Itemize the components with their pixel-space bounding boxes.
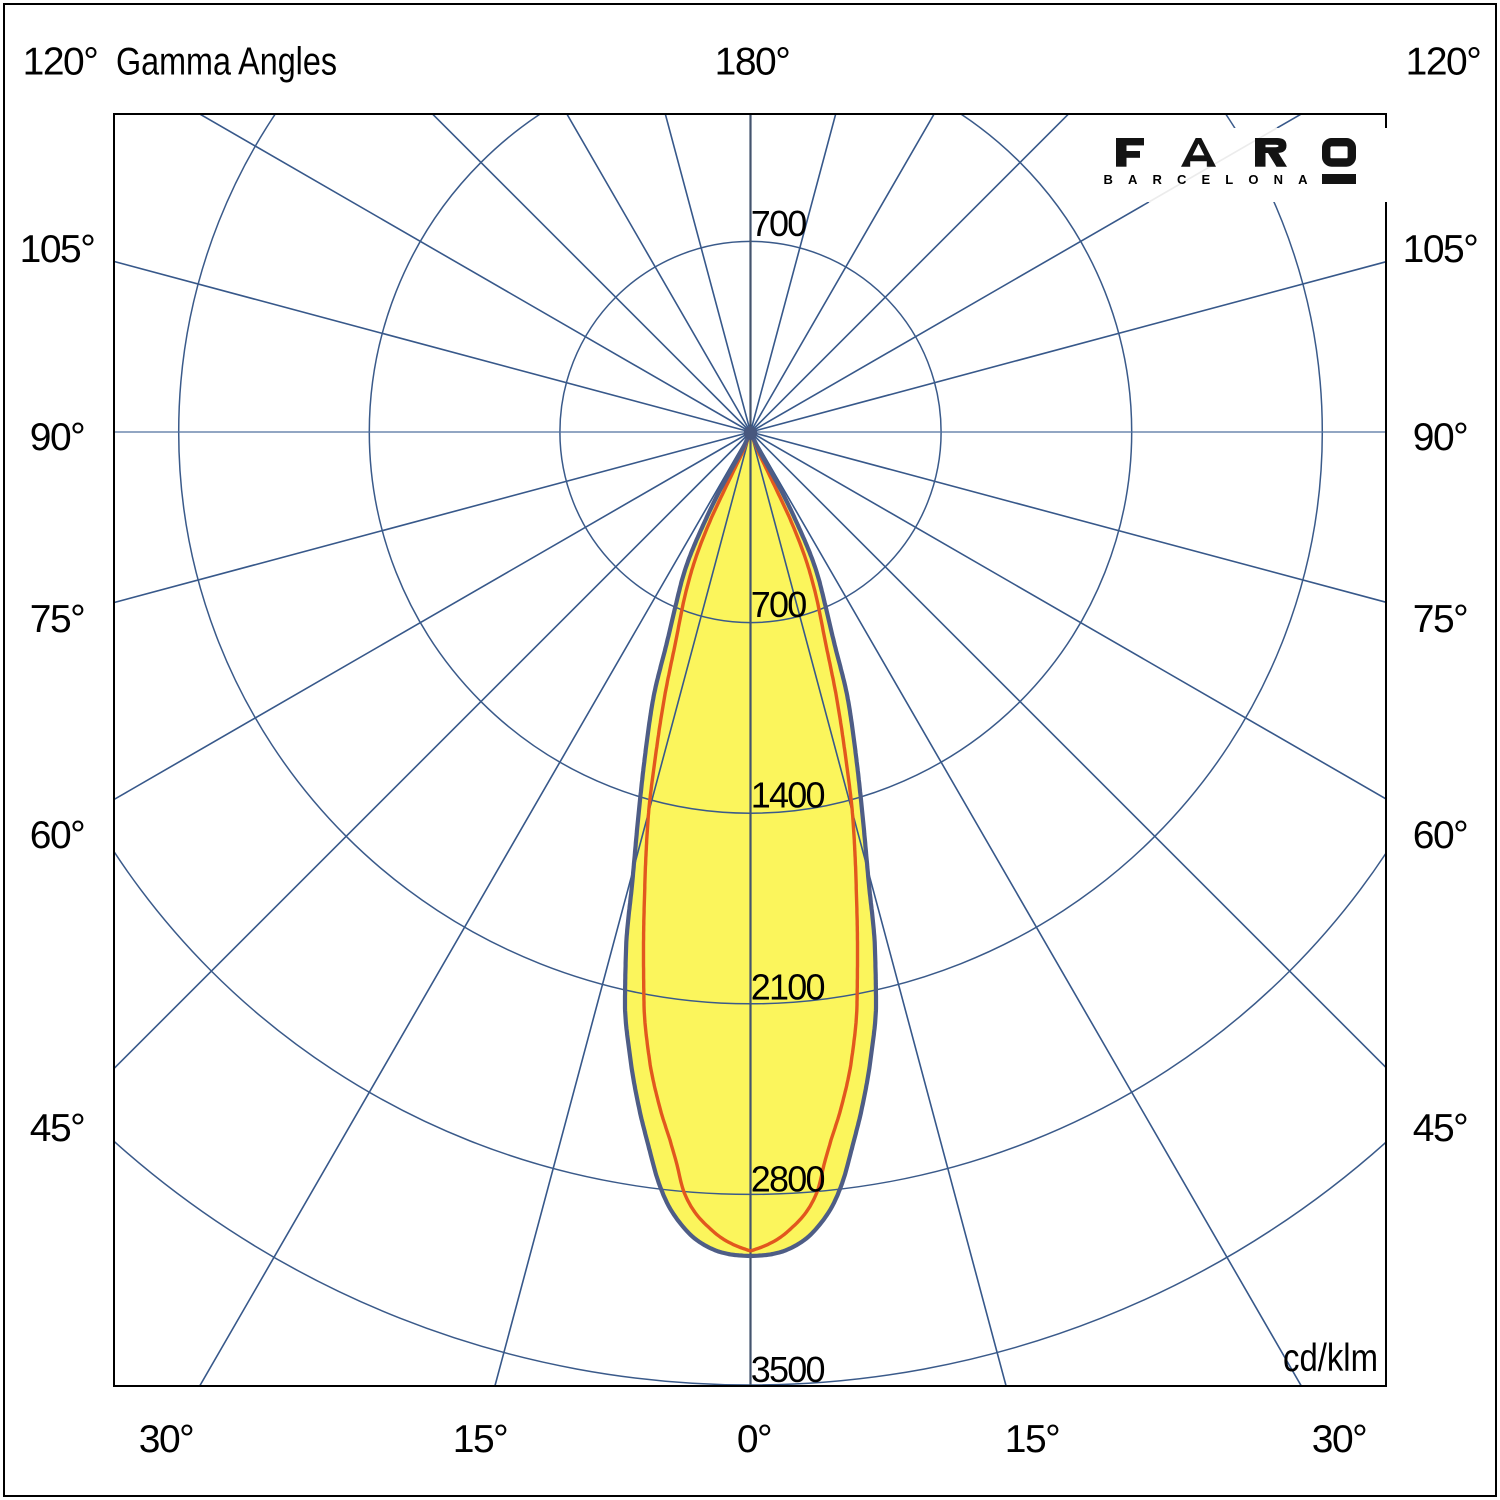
svg-text:30°: 30° <box>1312 1418 1366 1461</box>
svg-text:120°: 120° <box>1406 41 1481 84</box>
svg-text:180°: 180° <box>715 41 790 84</box>
svg-text:105°: 105° <box>1403 228 1478 271</box>
svg-text:60°: 60° <box>30 814 84 857</box>
svg-text:15°: 15° <box>453 1418 507 1461</box>
svg-text:30°: 30° <box>139 1418 193 1461</box>
svg-text:105°: 105° <box>20 228 95 271</box>
svg-text:700: 700 <box>751 203 806 244</box>
svg-text:45°: 45° <box>1413 1107 1467 1150</box>
svg-text:120°: 120° <box>23 41 98 84</box>
svg-text:75°: 75° <box>1413 598 1467 641</box>
svg-text:75°: 75° <box>30 598 84 641</box>
svg-text:0°: 0° <box>737 1418 771 1461</box>
svg-text:1400: 1400 <box>751 775 825 816</box>
svg-text:90°: 90° <box>30 416 84 459</box>
svg-text:Gamma Angles: Gamma Angles <box>116 41 337 84</box>
svg-text:60°: 60° <box>1413 814 1467 857</box>
svg-text:2100: 2100 <box>751 967 825 1008</box>
svg-text:45°: 45° <box>30 1107 84 1150</box>
svg-text:700: 700 <box>751 584 806 625</box>
svg-text:3500: 3500 <box>751 1349 825 1390</box>
svg-text:2800: 2800 <box>751 1159 825 1200</box>
svg-text:cd/klm: cd/klm <box>1283 1337 1378 1380</box>
svg-text:BARCELONA: BARCELONA <box>1104 172 1309 187</box>
svg-text:90°: 90° <box>1413 416 1467 459</box>
svg-text:15°: 15° <box>1005 1418 1059 1461</box>
